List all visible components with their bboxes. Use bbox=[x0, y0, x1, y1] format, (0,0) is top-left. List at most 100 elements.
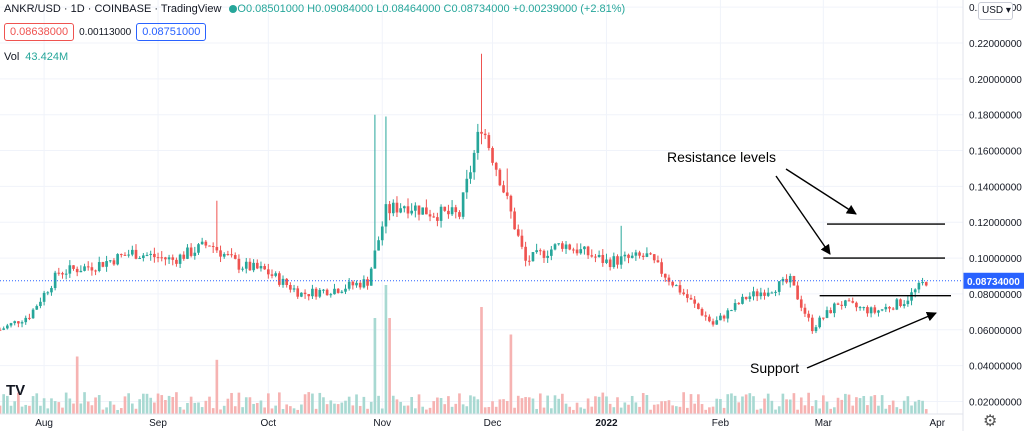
volume-bar bbox=[90, 405, 94, 414]
candle-body bbox=[855, 302, 858, 308]
candle-body bbox=[461, 192, 465, 217]
volume-bar bbox=[553, 395, 557, 414]
candle-body bbox=[538, 250, 542, 252]
candle-body bbox=[799, 299, 803, 308]
volume-bar bbox=[153, 402, 156, 414]
candle-body bbox=[116, 254, 119, 265]
volume-bar bbox=[542, 407, 546, 414]
candle-body bbox=[149, 253, 153, 255]
volume-bar bbox=[788, 399, 792, 414]
volume-bar bbox=[303, 394, 307, 414]
volume-bar bbox=[777, 406, 781, 414]
volume-bar bbox=[847, 394, 851, 414]
candle-body bbox=[241, 268, 244, 270]
candle-body bbox=[469, 172, 472, 179]
candle-body bbox=[505, 192, 509, 196]
volume-bar bbox=[700, 404, 704, 414]
volume-bar bbox=[509, 334, 513, 414]
volume-bar bbox=[399, 401, 402, 414]
volume-bar bbox=[472, 396, 476, 414]
volume-bar bbox=[825, 401, 829, 414]
volume-bar bbox=[686, 407, 689, 414]
volume-bar bbox=[601, 392, 605, 414]
volume-bar bbox=[108, 401, 112, 414]
volume-bar bbox=[491, 401, 494, 414]
candle-body bbox=[630, 255, 634, 258]
volume-bar bbox=[781, 393, 785, 414]
volume-bar bbox=[64, 392, 68, 414]
candle-body bbox=[31, 309, 35, 319]
candle-body bbox=[700, 308, 704, 316]
volume-bar bbox=[388, 318, 391, 414]
volume-bar bbox=[458, 393, 461, 414]
candle-body bbox=[924, 282, 928, 286]
volume-bar bbox=[759, 408, 763, 414]
volume-bar bbox=[752, 396, 755, 414]
candle-body bbox=[86, 266, 90, 268]
candle-body bbox=[741, 296, 744, 304]
volume-bar bbox=[796, 409, 799, 414]
gear-icon[interactable]: ⚙ bbox=[983, 413, 998, 430]
volume-bar bbox=[855, 397, 858, 414]
volume-bar bbox=[561, 393, 564, 414]
volume-bar bbox=[711, 406, 715, 414]
candle-body bbox=[388, 204, 391, 214]
candle-body bbox=[476, 131, 480, 153]
ohlc-values: O0.08501000 H0.09084000 L0.08464000 C0.0… bbox=[237, 3, 626, 15]
volume-bar bbox=[145, 393, 149, 414]
candle-body bbox=[535, 250, 538, 253]
sell-button[interactable]: 0.08638000 bbox=[4, 23, 75, 41]
price-tick-label: 0.04000000 bbox=[969, 362, 1022, 373]
volume-bar bbox=[439, 398, 443, 414]
volume-bar bbox=[840, 399, 844, 414]
volume-bar bbox=[318, 392, 322, 414]
volume-bar bbox=[660, 401, 663, 414]
volume-bar bbox=[785, 399, 788, 414]
volume-bar bbox=[858, 398, 862, 414]
support-arrow bbox=[806, 311, 937, 369]
volume-bar bbox=[395, 399, 399, 414]
volume-bar bbox=[667, 400, 671, 414]
volume-bar bbox=[241, 407, 244, 414]
volume-bar bbox=[68, 398, 72, 414]
volume-bar bbox=[336, 404, 340, 414]
candle-body bbox=[336, 288, 340, 293]
candle-body bbox=[72, 265, 75, 269]
candle-body bbox=[546, 255, 549, 258]
symbol-title[interactable]: ANKR/USD · 1D · COINBASE · TradingView bbox=[4, 3, 222, 15]
candle-body bbox=[450, 207, 454, 215]
candle-body bbox=[443, 206, 447, 211]
volume-bar bbox=[193, 402, 197, 414]
volume-bar bbox=[112, 404, 116, 414]
time-tick-label: Aug bbox=[35, 418, 53, 429]
candle-body bbox=[737, 303, 741, 305]
resistance-arrow bbox=[775, 175, 831, 255]
candle-body bbox=[399, 208, 402, 213]
volume-bar bbox=[248, 397, 252, 414]
volume-bar bbox=[42, 398, 46, 414]
volume-bar bbox=[252, 403, 255, 414]
candle-body bbox=[844, 300, 847, 306]
volume-bar bbox=[171, 397, 175, 414]
volume-bar bbox=[810, 406, 814, 414]
volume-bar bbox=[116, 409, 119, 414]
candle-body bbox=[226, 254, 230, 256]
candle-body bbox=[833, 303, 836, 314]
volume-bar bbox=[149, 397, 153, 414]
candle-body bbox=[171, 257, 175, 260]
volume-bar bbox=[57, 402, 61, 414]
volume-bar bbox=[9, 405, 13, 414]
volume-legend: Vol 43.424M bbox=[4, 51, 68, 63]
volume-bar bbox=[682, 392, 685, 414]
candle-body bbox=[182, 254, 186, 259]
candle-body bbox=[193, 252, 197, 256]
candle-body bbox=[502, 185, 505, 193]
buy-button[interactable]: 0.08751000 bbox=[136, 23, 207, 41]
currency-select[interactable]: USD ▾ bbox=[978, 2, 1013, 20]
volume-bar bbox=[123, 396, 127, 414]
volume-bar bbox=[79, 403, 83, 414]
volume-bar bbox=[719, 399, 722, 414]
volume-bar bbox=[450, 406, 454, 414]
volume-bar bbox=[380, 408, 384, 414]
